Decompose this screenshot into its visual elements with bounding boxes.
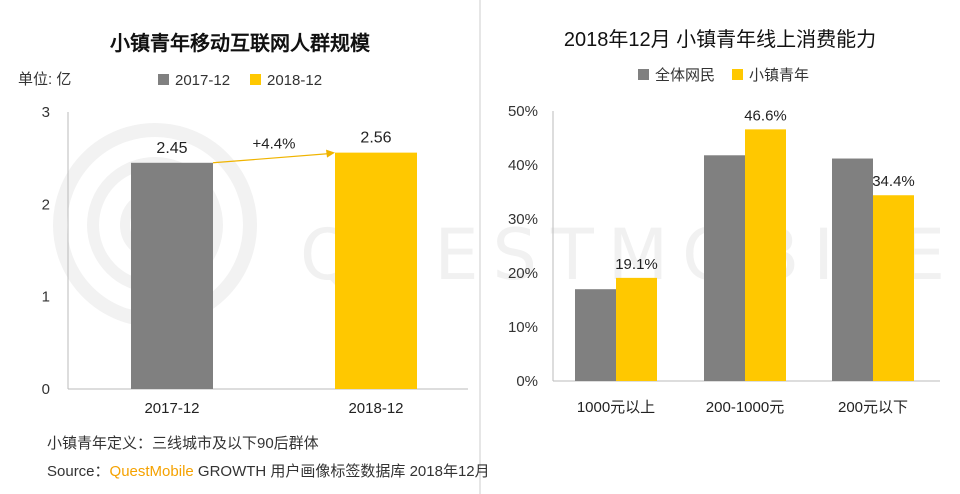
right-bar-label: 34.4% [872,173,915,190]
chart-divider [479,0,481,494]
growth-arrow-line [212,153,330,164]
right-bar-小镇青年-1000元以上 [616,277,657,381]
right-legend-all-label: 全体网民 [655,66,715,84]
left-bar-label: 2.45 [156,140,187,157]
left-y-tick: 2 [42,196,50,213]
right-y-tick: 40% [508,157,538,174]
right-y-tick: 30% [508,211,538,228]
right-legend-town-label: 小镇青年 [749,67,809,84]
right-bar-小镇青年-200-1000元 [745,129,786,381]
right-x-tick: 1000元以上 [577,399,655,416]
right-legend-town-swatch [732,69,743,80]
right-y-tick: 20% [508,265,538,282]
right-y-tick: 10% [508,319,538,336]
left-bar-2017-12 [131,162,213,389]
left-chart-title: 小镇青年移动互联网人群规模 [110,31,371,55]
right-x-tick: 200元以下 [838,399,908,416]
left-unit-label: 单位: 亿 [18,71,71,88]
left-y-tick: 1 [42,289,50,306]
left-legend-2018-swatch [250,74,261,85]
right-bar-全体网民-200元以下 [832,158,873,381]
definition-note: 小镇青年定义：三线城市及以下90后群体 [47,435,319,452]
right-bar-全体网民-200-1000元 [704,155,745,381]
left-y-tick: 0 [42,381,50,398]
growth-annotation: +4.4% [253,136,296,153]
left-legend-2017-swatch [158,74,169,85]
left-x-tick: 2017-12 [144,400,199,417]
right-bar-label: 46.6% [744,107,787,124]
growth-arrow-head-icon [326,149,335,158]
source-brand: QuestMobile [109,463,194,480]
right-chart-title: 2018年12月 小镇青年线上消费能力 [564,28,876,51]
right-bar-全体网民-1000元以上 [575,289,616,381]
left-y-tick: 3 [42,104,50,121]
left-legend-2018-label: 2018-12 [267,72,322,89]
right-legend-all-swatch [638,69,649,80]
source-note: Source：QuestMobile GROWTH 用户画像标签数据库 2018… [47,460,490,481]
right-y-tick: 0% [516,373,538,390]
right-bar-小镇青年-200元以下 [873,195,914,381]
left-legend-2017-label: 2017-12 [175,72,230,89]
right-x-tick: 200-1000元 [706,399,784,416]
left-bar-2018-12 [335,152,417,389]
right-bar-label: 19.1% [615,256,658,273]
left-x-tick: 2018-12 [348,400,403,417]
source-prefix: Source： [47,463,110,480]
source-rest: GROWTH 用户画像标签数据库 2018年12月 [193,463,490,480]
left-bar-label: 2.56 [360,130,391,147]
right-y-tick: 50% [508,103,538,120]
